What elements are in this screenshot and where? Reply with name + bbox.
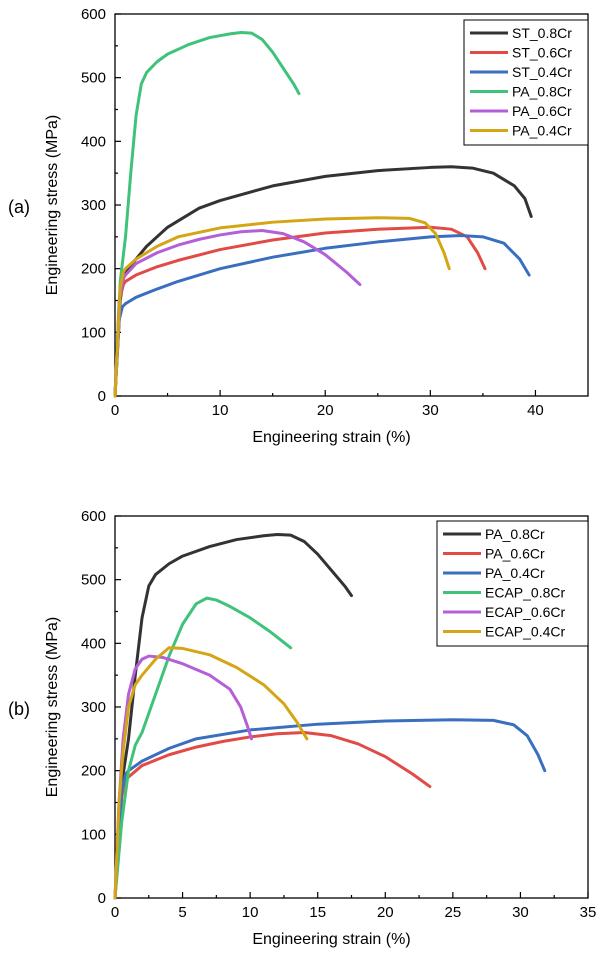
series-line-pa-0-6cr xyxy=(113,228,362,398)
x-tick-label: 20 xyxy=(317,402,334,419)
legend-box xyxy=(436,520,589,647)
legend-entry-label: PA_0.4Cr xyxy=(485,565,545,581)
x-axis-title: Engineering strain (%) xyxy=(252,429,410,446)
legend-entry-label: PA_0.6Cr xyxy=(512,103,572,119)
x-tick-label: 40 xyxy=(527,402,544,419)
legend: ST_0.8Cr ST_0.6Cr ST_0.4Cr PA_0.8Cr PA_0.6Cr… xyxy=(463,19,589,146)
x-tick-label: 10 xyxy=(212,402,229,419)
x-tick-label: 20 xyxy=(377,904,394,921)
y-tick-label: 500 xyxy=(81,70,106,87)
series-line-pa-0-8cr xyxy=(113,30,301,398)
x-tick-label: 30 xyxy=(512,904,529,921)
legend-entry-label: ECAP_0.8Cr xyxy=(485,585,565,601)
y-tick-label: 0 xyxy=(98,890,106,907)
legend-box xyxy=(463,19,589,146)
y-tick-label: 300 xyxy=(81,197,106,214)
legend: PA_0.8Cr PA_0.6Cr PA_0.4Cr ECAP_0.8Cr ECAP_0… xyxy=(436,520,589,647)
legend-entry-label: PA_0.8Cr xyxy=(485,526,545,542)
series-line-pa-0-4cr xyxy=(113,718,547,900)
legend-entry-label: ECAP_0.4Cr xyxy=(485,624,565,640)
y-tick-label: 600 xyxy=(81,508,106,525)
series-line-pa-0-4cr xyxy=(113,216,451,398)
legend-entry-label: ST_0.4Cr xyxy=(512,64,572,80)
chart-panel-a: 0 10 20 30 400100200300400500600Engineering … xyxy=(8,6,589,446)
y-axis-title: Engineering stress (MPa) xyxy=(44,617,61,798)
x-tick-label: 15 xyxy=(309,904,326,921)
series-line-st-0-8cr xyxy=(113,165,533,398)
y-tick-label: 0 xyxy=(98,388,106,405)
y-tick-label: 500 xyxy=(81,572,106,589)
legend-entry-label: PA_0.4Cr xyxy=(512,123,572,139)
y-tick-label: 200 xyxy=(81,261,106,278)
series-line-st-0-6cr xyxy=(113,225,487,398)
x-tick-label: 10 xyxy=(242,904,259,921)
series-line-pa-0-6cr xyxy=(113,730,432,900)
legend-entry-label: PA_0.6Cr xyxy=(485,546,545,562)
y-tick-label: 100 xyxy=(81,826,106,843)
legend-entry-label: ST_0.6Cr xyxy=(512,45,572,61)
y-tick-label: 100 xyxy=(81,324,106,341)
legend-entry-label: ST_0.8Cr xyxy=(512,25,572,41)
x-tick-label: 0 xyxy=(111,402,119,419)
curves xyxy=(113,532,547,900)
y-axis-title: Engineering stress (MPa) xyxy=(44,115,61,296)
chart-panel-b: 0 5 10 15 20 25 30 35 0 100 200 300 400 500 600 Enginee… xyxy=(8,508,596,948)
series-line-ecap-0-4cr xyxy=(113,646,309,900)
x-tick-label: 0 xyxy=(111,904,119,921)
y-tick-label: 400 xyxy=(81,635,106,652)
panel-label: (b) xyxy=(8,699,30,719)
curves xyxy=(113,30,533,398)
legend-entry-label: ECAP_0.6Cr xyxy=(485,604,565,620)
x-tick-label: 25 xyxy=(445,904,462,921)
x-tick-label: 5 xyxy=(178,904,186,921)
series-line-st-0-4cr xyxy=(113,234,531,398)
legend-entry-label: PA_0.8Cr xyxy=(512,84,572,100)
y-tick-label: 300 xyxy=(81,699,106,716)
x-axis-title: Engineering strain (%) xyxy=(252,931,410,948)
y-tick-label: 200 xyxy=(81,763,106,780)
series-line-ecap-0-8cr xyxy=(113,596,293,900)
y-tick-label: 600 xyxy=(81,6,106,23)
x-tick-label: 30 xyxy=(422,402,439,419)
series-line-ecap-0-6cr xyxy=(113,654,253,900)
x-tick-label: 35 xyxy=(580,904,597,921)
y-tick-label: 400 xyxy=(81,133,106,150)
panel-label: (a) xyxy=(8,197,30,217)
series-line-pa-0-8cr xyxy=(113,532,353,900)
